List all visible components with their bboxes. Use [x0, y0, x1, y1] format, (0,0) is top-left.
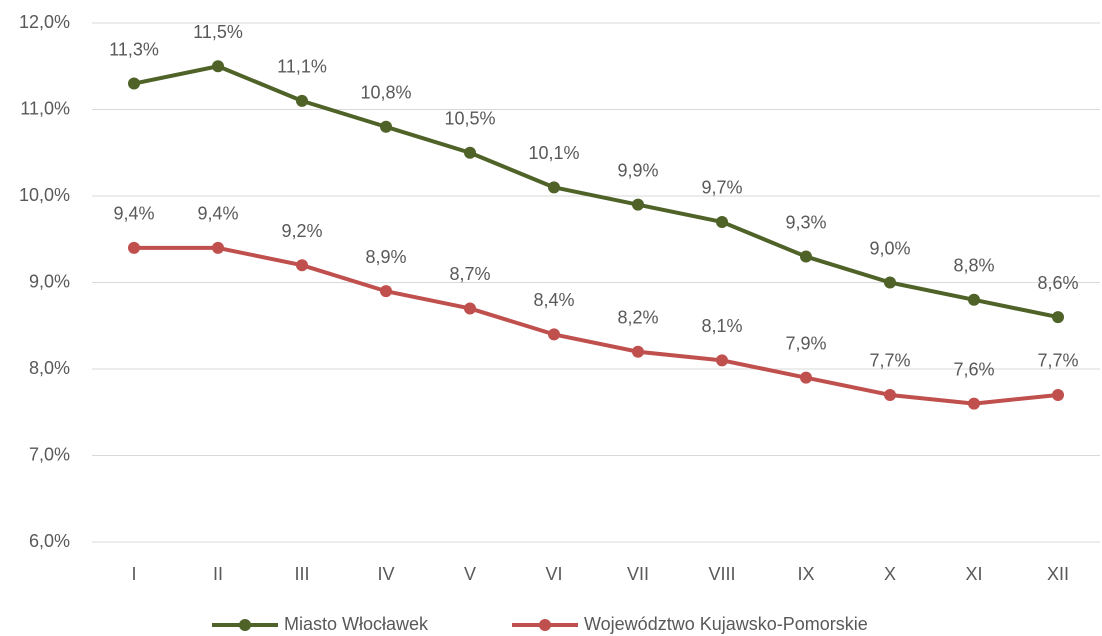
x-tick-label: X: [884, 564, 896, 584]
data-point: [884, 276, 896, 289]
data-point: [464, 302, 476, 315]
data-label: 8,2%: [617, 307, 658, 327]
data-point: [716, 215, 728, 228]
x-tick-label: IX: [797, 564, 814, 584]
y-tick-label: 10,0%: [19, 185, 70, 205]
data-point: [632, 345, 644, 358]
data-point: [884, 388, 896, 401]
x-tick-label: VI: [545, 564, 562, 584]
data-point: [632, 198, 644, 211]
y-tick-label: 6,0%: [29, 531, 70, 551]
series-line: [133, 64, 1059, 320]
legend-marker: [239, 619, 251, 631]
data-label: 9,0%: [869, 238, 910, 258]
data-point: [380, 285, 392, 298]
data-label: 10,1%: [528, 143, 579, 163]
data-point: [128, 241, 140, 254]
legend-marker: [539, 619, 551, 631]
data-point: [212, 60, 224, 73]
data-label: 8,9%: [365, 247, 406, 267]
data-point: [128, 77, 140, 90]
data-label: 9,3%: [785, 212, 826, 232]
data-point: [548, 328, 560, 341]
data-point: [1052, 311, 1064, 324]
x-tick-label: XII: [1047, 564, 1069, 584]
data-point: [464, 146, 476, 159]
series-line: [134, 245, 1059, 406]
x-tick-label: VII: [627, 564, 649, 584]
data-label: 10,5%: [444, 109, 495, 129]
data-point: [296, 94, 308, 107]
data-point: [1052, 388, 1064, 401]
data-label: 9,2%: [281, 221, 322, 241]
y-tick-label: 11,0%: [20, 98, 70, 118]
legend-label: Miasto Włocławek: [284, 614, 429, 634]
data-point: [380, 120, 392, 133]
data-label: 11,5%: [193, 22, 243, 42]
data-label: 7,9%: [785, 333, 826, 353]
data-label: 8,6%: [1037, 273, 1078, 293]
legend-label: Województwo Kujawsko-Pomorskie: [584, 614, 868, 634]
data-point: [968, 293, 980, 306]
data-label: 8,1%: [701, 316, 742, 336]
x-tick-label: V: [464, 564, 476, 584]
data-label: 7,7%: [1037, 351, 1078, 371]
x-tick-label: VIII: [708, 564, 735, 584]
data-point: [296, 259, 308, 272]
data-label: 7,6%: [953, 359, 994, 379]
y-tick-label: 7,0%: [29, 444, 70, 464]
y-tick-label: 9,0%: [29, 271, 70, 291]
data-point: [548, 181, 560, 194]
data-label: 9,9%: [617, 160, 658, 180]
data-label: 7,7%: [869, 351, 910, 371]
x-tick-label: XI: [965, 564, 982, 584]
data-point: [800, 371, 812, 384]
data-label: 8,7%: [449, 264, 490, 284]
x-tick-label: I: [131, 564, 136, 584]
data-point: [212, 241, 224, 254]
y-tick-label: 8,0%: [29, 358, 70, 378]
x-tick-label: III: [294, 564, 309, 584]
x-tick-label: IV: [377, 564, 394, 584]
data-label: 9,7%: [701, 178, 742, 198]
data-label: 9,4%: [197, 204, 238, 224]
data-label: 11,3%: [109, 39, 159, 59]
data-label: 10,8%: [360, 83, 411, 103]
data-label: 8,8%: [953, 256, 994, 276]
y-tick-label: 12,0%: [19, 12, 70, 32]
data-point: [800, 250, 812, 263]
data-label: 9,4%: [113, 204, 154, 224]
data-label: 11,1%: [277, 57, 327, 77]
data-point: [716, 354, 728, 367]
x-tick-label: II: [213, 564, 223, 584]
data-label: 8,4%: [533, 290, 574, 310]
data-point: [968, 397, 980, 410]
